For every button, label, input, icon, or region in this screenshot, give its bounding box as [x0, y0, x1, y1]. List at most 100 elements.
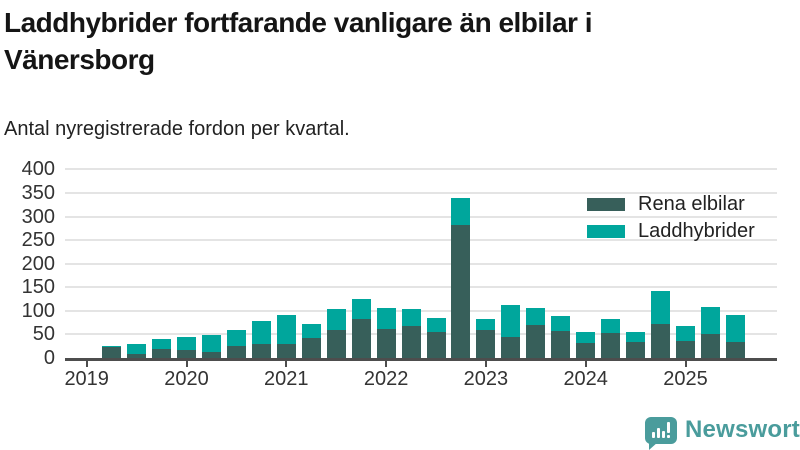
bar-segment-rena-elbilar [177, 350, 196, 358]
bar-segment-rena-elbilar [201, 351, 221, 358]
bar-glyph [652, 431, 655, 438]
y-axis-tick-label: 350 [21, 181, 55, 204]
bar-segment-rena-elbilar [576, 342, 596, 358]
newsworthy-logo[interactable]: Newsworthy [645, 416, 800, 450]
x-axis-tick-label: 2024 [563, 368, 608, 390]
bar-segment-laddhybrider [626, 331, 646, 342]
y-axis-tick-label: 300 [21, 205, 55, 228]
y-axis-tick-label: 150 [21, 276, 55, 299]
bar-segment-rena-elbilar [451, 224, 471, 358]
bar-segment-laddhybrider [526, 308, 546, 325]
newsworthy-wordmark: Newsworthy [685, 416, 800, 443]
bar-segment-laddhybrider [576, 331, 596, 343]
gridline [65, 215, 777, 218]
bar-segment-rena-elbilar [376, 329, 396, 358]
speech-bubble-tail-icon [649, 441, 658, 450]
bar-segment-rena-elbilar [251, 343, 271, 358]
bar-segment-laddhybrider [651, 290, 671, 325]
x-axis-tick [385, 361, 388, 367]
legend-swatch-laddhybrider [587, 225, 625, 238]
x-axis-tick-label: 2019 [64, 368, 109, 390]
gridline [65, 191, 777, 194]
bar-segment-laddhybrider [351, 298, 371, 320]
bar-segment-rena-elbilar [276, 344, 296, 358]
newsworthy-logo-icon [645, 416, 677, 450]
gridline [65, 309, 777, 312]
legend-item-laddhybrider: Laddhybrider [587, 218, 755, 245]
x-axis-tick-label: 2021 [264, 368, 309, 390]
bar-segment-rena-elbilar [226, 346, 246, 358]
exclamation-bar-glyph [667, 421, 670, 433]
bar-glyph [657, 427, 660, 438]
x-axis-line [65, 358, 777, 361]
bar-segment-rena-elbilar [152, 349, 172, 358]
bar-segment-laddhybrider [725, 314, 745, 342]
bar-segment-rena-elbilar [401, 325, 421, 358]
bar-segment-laddhybrider [426, 318, 446, 332]
bar-segment-laddhybrider [177, 336, 196, 351]
x-axis-tick-label: 2020 [164, 368, 209, 390]
bar-segment-rena-elbilar [326, 330, 346, 358]
bar-segment-laddhybrider [401, 308, 421, 326]
x-axis-tick [684, 361, 687, 367]
plot-area: 0 50 100 150 200 250 300 350 400 2019 2020 2021 2022… [21, 158, 777, 390]
x-axis-tick [285, 361, 288, 367]
bar-segment-rena-elbilar [551, 331, 571, 358]
bar-glyph [662, 430, 665, 438]
y-axis-tick-label: 0 [43, 347, 55, 369]
chart-subtitle: Antal nyregistrerade fordon per kvartal. [4, 118, 350, 140]
bar-segment-rena-elbilar [526, 324, 546, 358]
x-axis-tick-label: 2025 [663, 368, 708, 390]
bar-segment-rena-elbilar [301, 338, 321, 358]
x-axis-tick-label: 2022 [363, 368, 409, 390]
x-axis-tick-label: 2023 [463, 368, 509, 390]
bar-segment-laddhybrider [226, 329, 246, 347]
bar-segment-rena-elbilar [651, 324, 671, 358]
bar-segment-laddhybrider [251, 321, 271, 344]
gridline [65, 168, 777, 171]
exclamation-dot-glyph [667, 434, 670, 438]
bar-segment-laddhybrider [152, 339, 172, 350]
legend-item-rena-elbilar: Rena elbilar [587, 191, 755, 218]
bar-segment-rena-elbilar [501, 337, 521, 358]
gridline [65, 333, 777, 336]
bar-segment-laddhybrider [301, 323, 321, 339]
bar-segment-laddhybrider [201, 334, 221, 352]
y-axis-tick-label: 200 [21, 252, 55, 275]
bar-segment-laddhybrider [551, 316, 571, 332]
gridline [65, 286, 777, 289]
x-axis-tick [584, 361, 587, 367]
bar-segment-rena-elbilar [127, 354, 147, 358]
bar-segment-rena-elbilar [102, 347, 122, 358]
chart-legend: Rena elbilar Laddhybrider [587, 191, 755, 245]
bar-segment-rena-elbilar [676, 340, 695, 358]
bar-segment-laddhybrider [376, 308, 396, 330]
gridline [65, 262, 777, 265]
bar-segment-laddhybrider [601, 319, 621, 333]
bar-segment-laddhybrider [451, 197, 471, 225]
bar-segment-laddhybrider [501, 305, 521, 338]
x-axis-tick [484, 361, 487, 367]
bar-segment-rena-elbilar [725, 341, 745, 358]
bar-segment-laddhybrider [102, 346, 122, 348]
bar-segment-rena-elbilar [426, 331, 446, 358]
bar-segment-rena-elbilar [700, 334, 720, 358]
chart-title: Laddhybrider fortfarande vanligare än el… [4, 7, 593, 75]
bar-segment-laddhybrider [676, 325, 695, 341]
bar-segment-laddhybrider [700, 307, 720, 335]
y-axis-tick-label: 50 [32, 323, 55, 346]
y-axis-tick-label: 400 [21, 158, 55, 181]
gridline [65, 239, 777, 242]
bar-segment-rena-elbilar [626, 341, 646, 358]
legend-label-laddhybrider: Laddhybrider [638, 220, 755, 242]
bar-segment-laddhybrider [127, 343, 147, 355]
y-axis-tick-label: 100 [21, 299, 55, 322]
bar-segment-rena-elbilar [476, 330, 496, 358]
legend-swatch-rena-elbilar [587, 198, 625, 211]
x-axis-tick [85, 361, 88, 367]
bar-segment-rena-elbilar [601, 332, 621, 358]
x-axis-tick [185, 361, 188, 367]
y-axis-tick-label: 250 [21, 229, 55, 252]
bar-segment-laddhybrider [326, 309, 346, 331]
